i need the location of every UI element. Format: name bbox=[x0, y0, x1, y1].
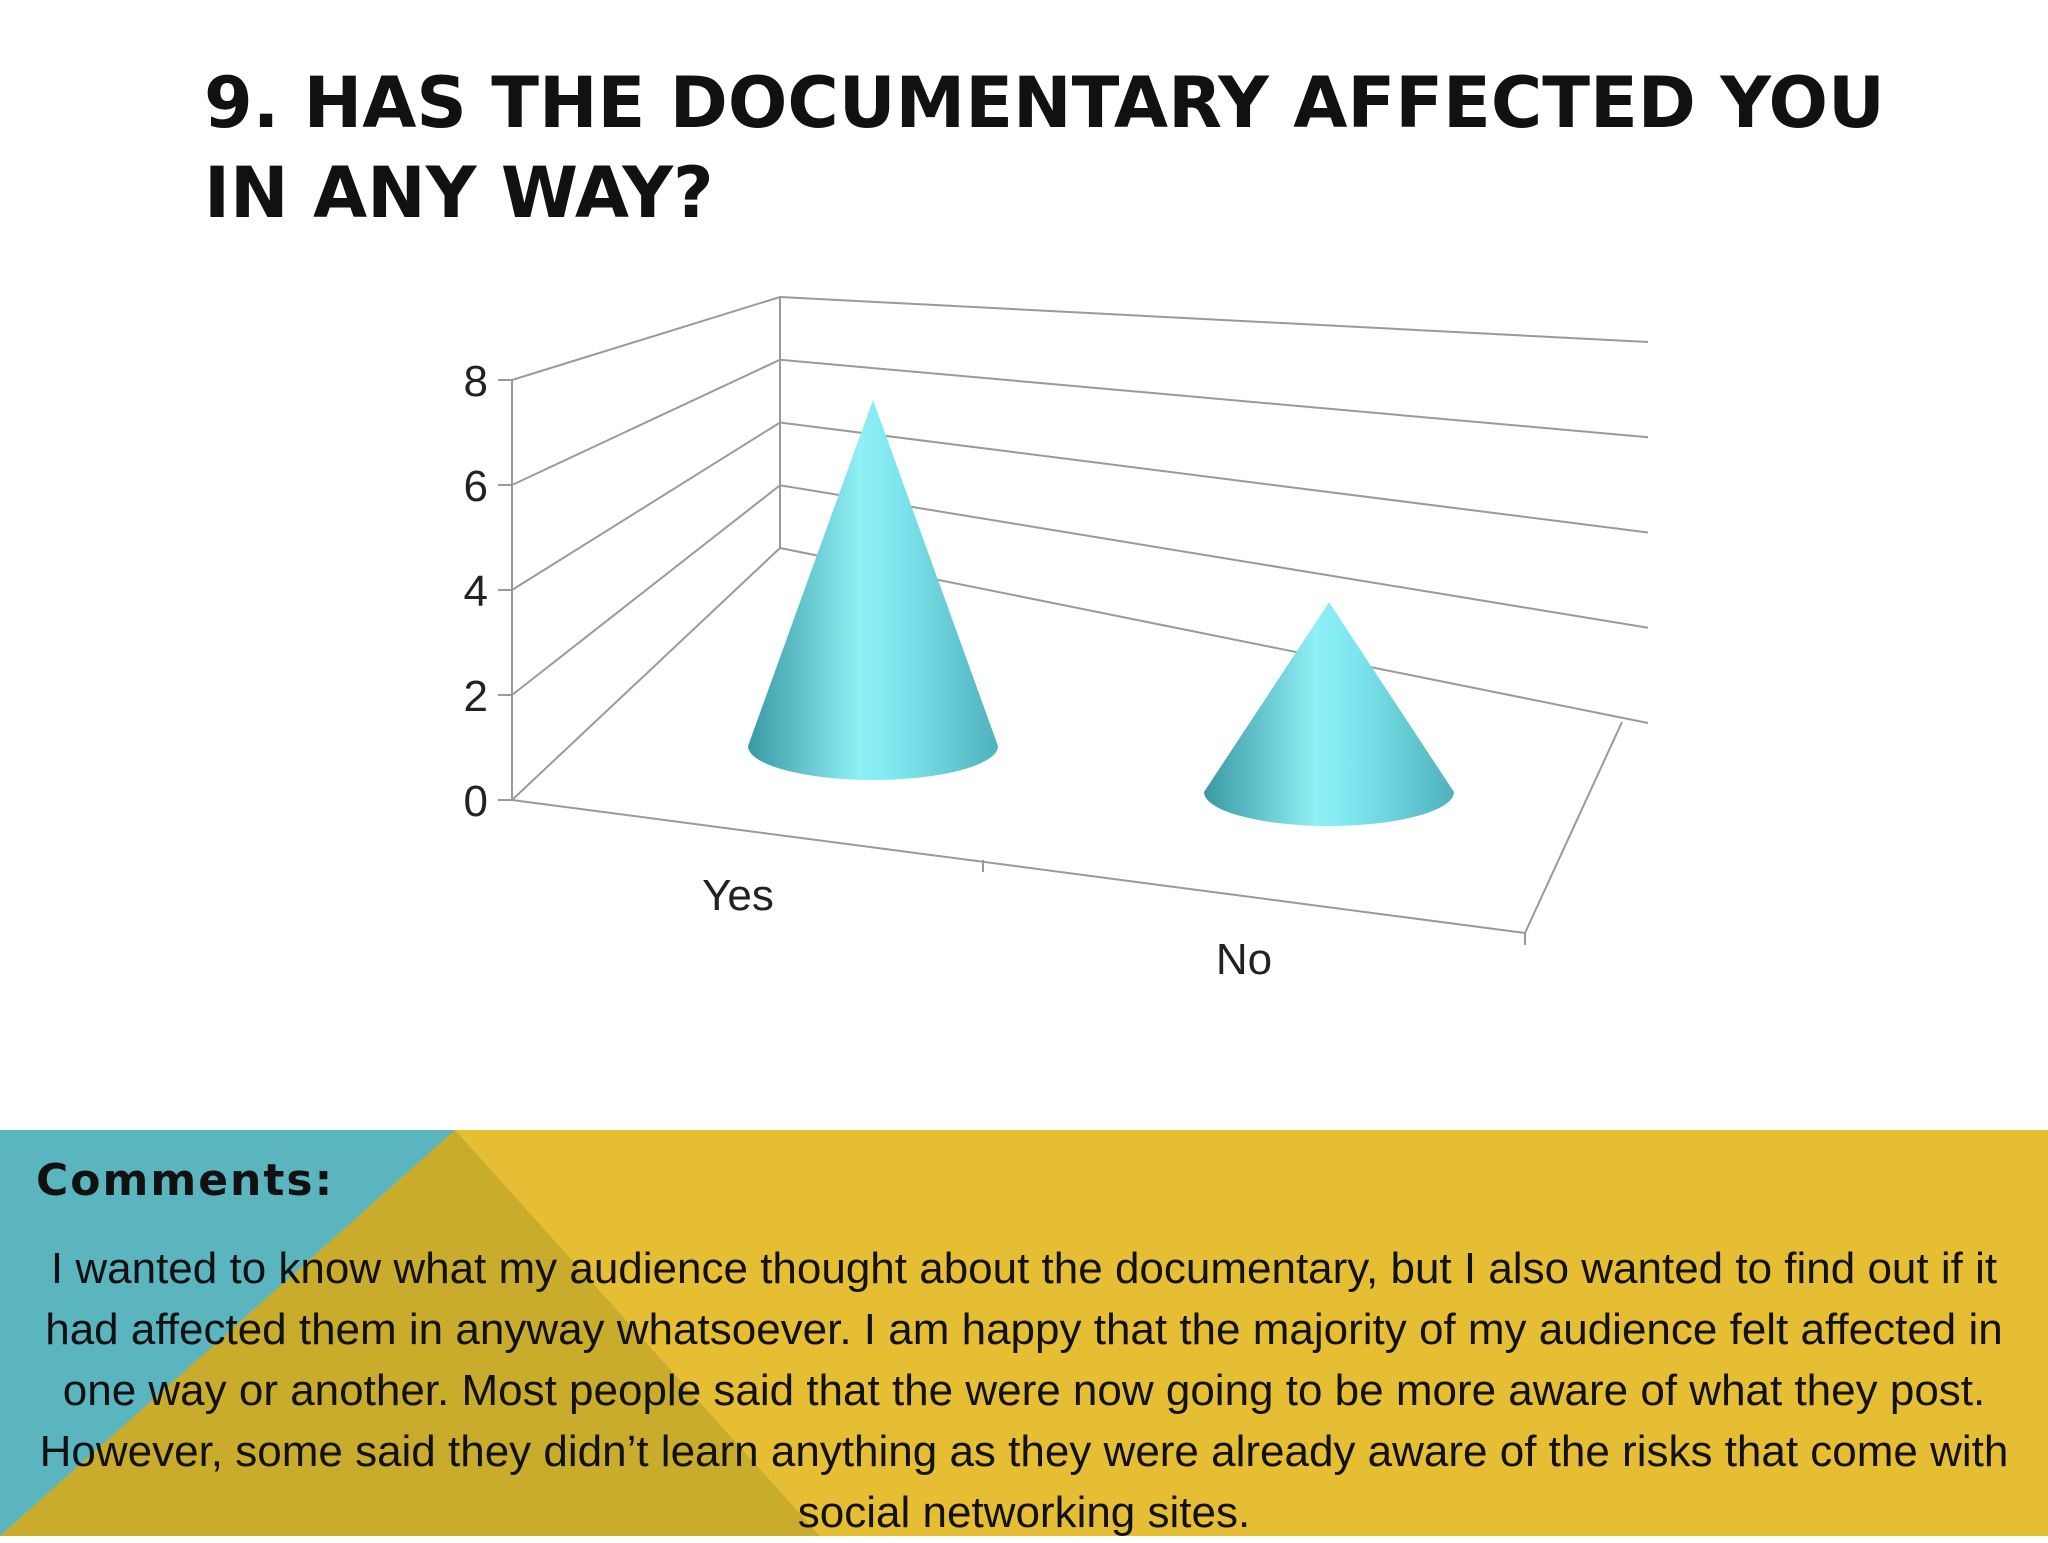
y-axis-ticks: 0 2 4 6 8 bbox=[464, 357, 512, 826]
gridline bbox=[511, 421, 1649, 591]
comments-heading: Comments: bbox=[36, 1155, 335, 1206]
chart-grid bbox=[511, 295, 1649, 945]
x-category-label: Yes bbox=[702, 871, 774, 920]
y-tick-label: 4 bbox=[464, 567, 488, 616]
y-tick-label: 6 bbox=[464, 462, 488, 511]
cone-no bbox=[1204, 602, 1454, 826]
x-axis-labels: Yes No bbox=[702, 871, 1272, 984]
x-category-label: No bbox=[1216, 935, 1272, 984]
cone-yes bbox=[748, 400, 998, 780]
footer-decoration bbox=[0, 1130, 820, 1536]
y-tick-label: 2 bbox=[464, 672, 488, 721]
gridline bbox=[511, 484, 1649, 696]
floor-edge bbox=[511, 721, 1623, 935]
gridline bbox=[511, 295, 1649, 381]
slide-title: 9. Has the documentary affected you in a… bbox=[204, 62, 1885, 234]
gridline bbox=[511, 358, 1649, 486]
cone-body bbox=[748, 400, 998, 780]
cone-series bbox=[748, 400, 1454, 826]
comments-body: I wanted to know what my audience though… bbox=[39, 1244, 2009, 1537]
y-tick-label: 8 bbox=[464, 357, 488, 406]
gridline bbox=[511, 546, 1649, 801]
cone-body bbox=[1204, 602, 1454, 826]
comments-panel bbox=[0, 1130, 2048, 1536]
cone-chart: 0 2 4 6 8 Yes No bbox=[464, 295, 1649, 984]
y-tick-label: 0 bbox=[464, 777, 488, 826]
